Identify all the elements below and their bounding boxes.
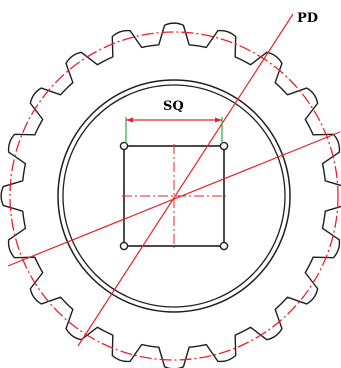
center-lines [122,144,226,248]
hub-circle-inner [62,84,286,308]
square-dim-arrow-left [126,117,133,123]
corner-relief-2 [219,141,229,151]
pitch-diameter-label: PD [297,11,318,26]
dimension-lines [7,13,341,347]
pitch-circle [9,31,339,361]
square-size-label: SQ [163,99,184,114]
shallow-diameter-line [7,131,341,267]
hub-circle-outer [57,79,291,313]
corner-relief-4 [219,241,229,251]
square-dim-arrow-right [215,117,222,123]
pitch-diameter-line [77,13,294,347]
sprocket-teeth-outline [0,22,341,368]
corner-relief-1 [119,141,129,151]
corner-relief-3 [119,241,129,251]
